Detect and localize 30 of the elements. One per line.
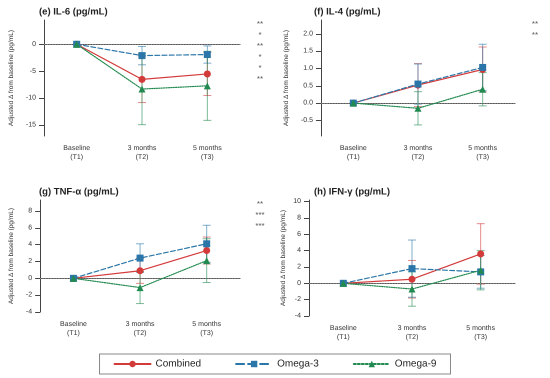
text: *** xyxy=(255,210,265,220)
point xyxy=(408,265,416,272)
text: ** xyxy=(532,20,538,28)
point xyxy=(203,247,210,254)
point xyxy=(479,64,486,71)
point xyxy=(204,70,211,78)
text: *** xyxy=(255,222,265,230)
legend-label: Omega-3 xyxy=(277,358,320,370)
text: ** xyxy=(532,30,538,40)
point xyxy=(408,276,416,283)
text: * xyxy=(258,64,262,72)
point xyxy=(203,240,210,248)
chart-title: (g) TNF-α (pg/mL) xyxy=(39,186,119,198)
text: ** xyxy=(256,42,264,50)
chart-title: (h) IFN-γ (pg/mL) xyxy=(314,186,390,198)
point xyxy=(138,52,146,60)
point xyxy=(136,254,144,262)
text: ** xyxy=(256,20,264,28)
text: ** xyxy=(256,200,264,208)
point xyxy=(204,51,211,58)
legend-label: Combined xyxy=(156,358,202,370)
point xyxy=(477,250,484,258)
text: * xyxy=(258,52,262,62)
text: * xyxy=(258,30,262,40)
text: ** xyxy=(256,74,264,84)
point xyxy=(136,267,144,274)
chart-title: (f) IL-4 (pg/mL) xyxy=(314,6,380,18)
point xyxy=(138,76,146,83)
legend-label: Omega-9 xyxy=(394,358,437,370)
chart-title: (e) IL-6 (pg/mL) xyxy=(39,6,108,18)
